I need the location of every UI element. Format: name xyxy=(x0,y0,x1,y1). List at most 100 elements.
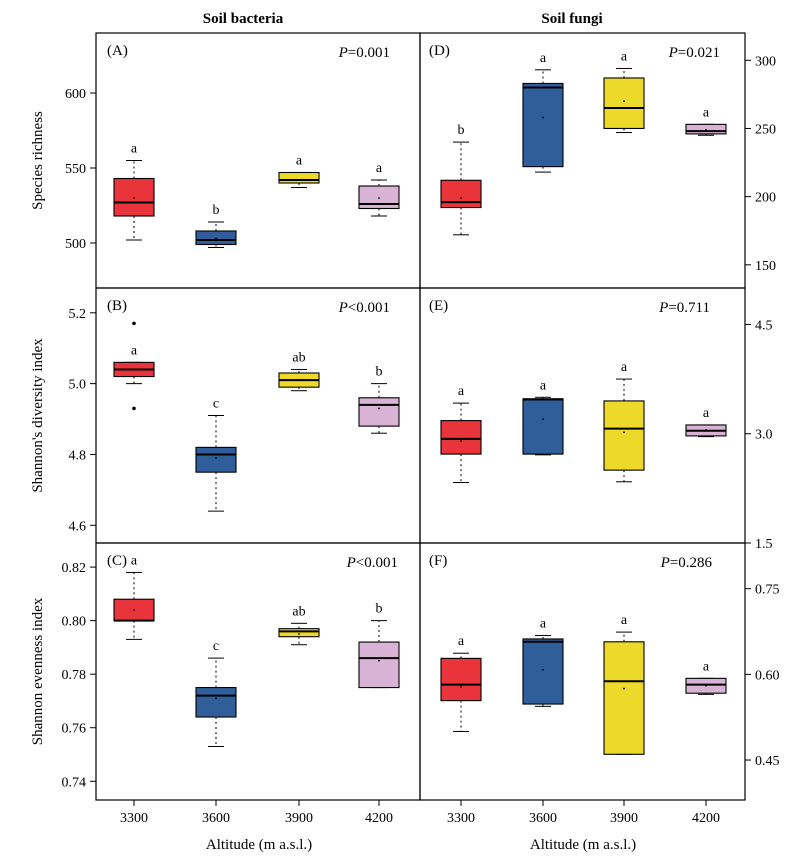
p-value-text: =0.711 xyxy=(668,300,710,316)
box-3600: c xyxy=(195,639,237,747)
panel-frame xyxy=(419,32,746,289)
box-3300: a xyxy=(440,634,482,732)
mean-point xyxy=(378,197,380,199)
mean-point xyxy=(542,116,544,119)
mean-point xyxy=(623,431,625,434)
mean-point xyxy=(215,457,217,459)
box-iqr xyxy=(278,628,320,638)
significance-letter: a xyxy=(131,553,138,568)
x-tick-label: 4200 xyxy=(692,811,720,826)
x-tick-label: 3600 xyxy=(529,811,557,826)
panel-label: (C) xyxy=(107,553,127,569)
significance-letter: c xyxy=(213,397,219,412)
column-title-fungi: Soil fungi xyxy=(541,11,602,27)
panel-frame xyxy=(419,542,746,801)
mean-point xyxy=(623,100,625,103)
significance-letter: a xyxy=(458,634,465,649)
box-3600: a xyxy=(522,378,564,456)
box-4200: a xyxy=(685,105,727,136)
box-iqr xyxy=(603,641,645,755)
mean-point xyxy=(215,237,217,240)
x-tick-label: 3600 xyxy=(202,811,230,826)
box-3900: a xyxy=(603,360,645,483)
significance-letter: a xyxy=(296,154,303,169)
y-tick-label: 4.5 xyxy=(755,318,773,333)
panel-label: (D) xyxy=(429,43,450,59)
mean-point xyxy=(460,197,462,199)
y-tick-label: 600 xyxy=(65,87,86,102)
box-iqr xyxy=(522,82,564,168)
box-iqr xyxy=(603,400,645,471)
p-symbol: P xyxy=(338,300,348,316)
box-3900: ab xyxy=(278,604,320,646)
p-value-text: =0.021 xyxy=(678,45,720,61)
box-3600: b xyxy=(195,203,237,248)
box-iqr xyxy=(522,398,564,455)
box-3600: c xyxy=(195,397,237,512)
column-title-bacteria: Soil bacteria xyxy=(203,11,284,27)
box-iqr xyxy=(358,397,400,427)
mean-point xyxy=(542,668,544,671)
outlier-point xyxy=(132,321,136,326)
y-tick-label: 0.60 xyxy=(755,668,780,683)
y-tick-label: 0.75 xyxy=(755,583,780,598)
panel-label: (B) xyxy=(107,298,127,314)
box-4200: a xyxy=(685,659,727,695)
box-iqr xyxy=(195,687,237,718)
y-tick-label: 0.78 xyxy=(62,668,87,683)
box-4200: b xyxy=(358,365,400,434)
panel-frame xyxy=(95,32,421,289)
y-tick-label: 0.80 xyxy=(62,615,87,630)
box-3600: a xyxy=(522,617,564,707)
significance-letter: ab xyxy=(292,604,305,619)
box-3300: b xyxy=(440,123,482,236)
p-symbol: P xyxy=(668,45,678,61)
p-value: P=0.001 xyxy=(338,45,390,61)
panel-f: 0.45 0.60 0.75 (F) P=0.286 a 3300 a 3600 a 3900 a 42… xyxy=(419,542,780,826)
x-tick-label: 4200 xyxy=(365,811,393,826)
y-tick-label: 4.6 xyxy=(69,519,87,534)
x-tick-label: 3300 xyxy=(120,811,148,826)
x-tick-label: 3900 xyxy=(285,811,313,826)
p-symbol: P xyxy=(658,300,668,316)
box-3300: a xyxy=(113,321,155,411)
y-tick-label: 500 xyxy=(65,237,86,252)
mean-point xyxy=(705,684,707,687)
significance-letter: b xyxy=(458,123,465,138)
outlier-point xyxy=(132,406,136,411)
significance-letter: b xyxy=(213,203,220,218)
mean-point xyxy=(133,197,135,199)
mean-point xyxy=(133,609,135,611)
p-value: P=0.286 xyxy=(660,555,713,571)
y-tick-label: 1.5 xyxy=(755,537,773,552)
mean-point xyxy=(298,179,300,181)
box-4200: a xyxy=(685,406,727,438)
mean-point xyxy=(623,687,625,690)
x-tick-label: 3300 xyxy=(447,811,475,826)
mean-point xyxy=(298,379,300,381)
y-tick-label: 5.2 xyxy=(69,307,87,322)
significance-letter: a xyxy=(621,360,628,375)
significance-letter: a xyxy=(703,406,710,421)
significance-letter: a xyxy=(703,105,710,120)
box-3900: ab xyxy=(278,350,320,392)
y-tick-label: 250 xyxy=(755,122,776,137)
box-iqr xyxy=(113,177,155,217)
box-3600: a xyxy=(522,51,564,173)
box-4200: a xyxy=(358,161,400,217)
significance-letter: a xyxy=(540,378,547,393)
p-value: P<0.001 xyxy=(346,555,398,571)
box-iqr xyxy=(278,171,320,184)
significance-letter: a xyxy=(703,659,710,674)
y-tick-label: 550 xyxy=(65,162,86,177)
p-value-text: =0.001 xyxy=(348,45,390,61)
y-tick-label: 0.74 xyxy=(62,775,87,790)
p-value: P=0.021 xyxy=(668,45,720,61)
significance-letter: c xyxy=(213,639,219,654)
p-symbol: P xyxy=(660,555,670,571)
significance-letter: ab xyxy=(292,350,305,365)
y-axis-label: Shannon evenness index xyxy=(30,597,46,745)
significance-letter: a xyxy=(621,49,628,64)
p-value-text: =0.286 xyxy=(670,555,713,571)
